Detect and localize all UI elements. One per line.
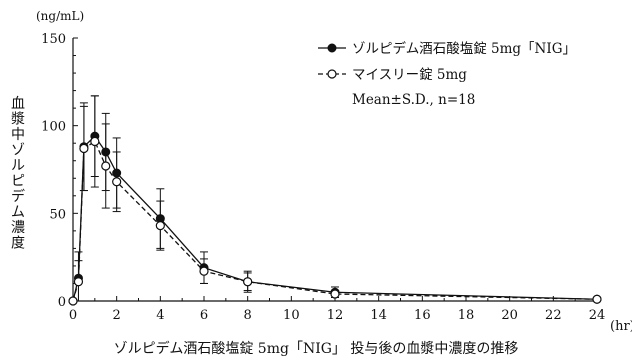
- y-label-char: ル: [11, 158, 25, 174]
- data-point-myslee: [68, 296, 78, 306]
- y-label-char: 血: [11, 96, 25, 112]
- x-tick-label: 14: [370, 308, 387, 323]
- chart-caption: ゾルピデム酒石酸塩錠 5mg「NIG」 投与後の血漿中濃度の推移: [114, 340, 519, 357]
- legend-marker-myslee: [327, 69, 337, 79]
- x-tick-label: 0: [69, 308, 77, 323]
- y-label-char: ム: [11, 205, 25, 221]
- x-tick-label: 12: [327, 308, 344, 323]
- data-point-myslee: [79, 143, 89, 154]
- x-tick-label: 2: [113, 308, 121, 323]
- x-tick-label: 22: [545, 308, 562, 323]
- y-ticks: 0 50 100 150: [41, 32, 78, 310]
- series-line-myslee: [72, 140, 598, 302]
- error-bars: [74, 95, 601, 302]
- x-tick-label: 4: [156, 308, 164, 323]
- data-point-myslee: [90, 136, 100, 147]
- x-tick-label: 8: [244, 308, 252, 323]
- y-label-char: 濃: [11, 220, 25, 236]
- data-point-myslee: [330, 289, 340, 299]
- y-tick-label: 0: [58, 295, 66, 310]
- x-tick-label: 20: [501, 308, 518, 323]
- x-tick-label: 6: [200, 308, 208, 323]
- legend-label-myslee: マイスリー錠 5mg: [352, 67, 467, 83]
- x-tick-label: 18: [458, 308, 475, 323]
- data-point-myslee: [155, 221, 165, 231]
- series-line-nig: [72, 135, 598, 302]
- stats-note: Mean±S.D., n=18: [352, 92, 475, 108]
- x-tick-label: 24: [589, 308, 606, 323]
- data-point-nig: [101, 147, 111, 157]
- series-points: [68, 131, 602, 306]
- y-label-char: デ: [11, 188, 25, 205]
- y-label-char: 漿: [11, 112, 25, 128]
- data-point-myslee: [592, 294, 602, 304]
- x-unit-label: (hr): [610, 319, 632, 334]
- y-tick-label: 50: [49, 207, 66, 222]
- legend-label-nig: ゾルピデム酒石酸塩錠 5mg「NIG」: [352, 40, 576, 57]
- data-point-nig: [112, 168, 122, 178]
- y-label-char: 度: [11, 236, 25, 252]
- x-ticks: 0 2 4 6 8 10 12 14 16 18 20 22 24: [69, 296, 605, 323]
- x-tick-label: 10: [283, 308, 300, 323]
- y-unit-label: (ng/mL): [36, 9, 84, 23]
- data-point-myslee: [101, 161, 111, 171]
- y-tick-label: 150: [41, 32, 66, 47]
- data-point-myslee: [73, 277, 84, 287]
- y-label-char: 中: [11, 127, 25, 143]
- y-label-char: ピ: [11, 174, 25, 190]
- data-point-myslee: [199, 266, 209, 276]
- legend-marker-nig: [327, 43, 337, 53]
- y-label-char: ゾ: [11, 143, 25, 159]
- y-tick-label: 100: [41, 120, 66, 135]
- legend: ゾルピデム酒石酸塩錠 5mg「NIG」 マイスリー錠 5mg Mean±S.D.…: [318, 40, 576, 108]
- data-point-myslee: [112, 177, 122, 187]
- x-tick-label: 16: [414, 308, 431, 323]
- series-lines: [72, 135, 598, 302]
- data-point-myslee: [243, 277, 253, 287]
